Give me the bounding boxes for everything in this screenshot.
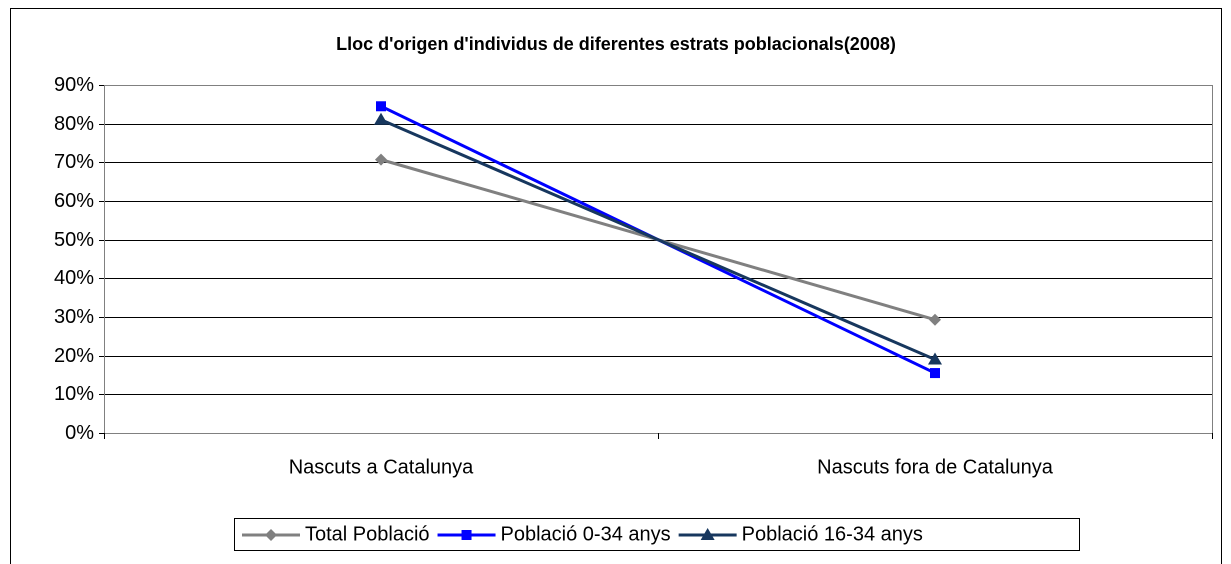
legend-marker	[700, 528, 715, 540]
data-point	[928, 352, 942, 365]
legend	[234, 518, 1080, 551]
y-tick-label: 90%	[54, 74, 94, 96]
y-tick-label: 0%	[65, 422, 94, 444]
chart-border	[10, 8, 1222, 564]
data-point	[374, 112, 388, 125]
y-tick-label: 40%	[54, 267, 94, 289]
y-tick-label: 70%	[54, 151, 94, 173]
series-line	[380, 118, 936, 361]
data-point	[376, 101, 386, 112]
legend-label: Població 16-34 anys	[742, 523, 923, 545]
data-point	[930, 368, 940, 379]
y-tick-label: 60%	[54, 190, 94, 212]
x-tick-label: Nascuts a Catalunya	[289, 456, 474, 478]
y-tick-label: 80%	[54, 113, 94, 135]
y-tick-label: 50%	[54, 229, 94, 251]
data-point	[375, 153, 387, 166]
legend-label: Població 0-34 anys	[501, 523, 671, 545]
chart-title: Lloc d'origen d'individus de diferentes …	[336, 34, 896, 54]
legend-marker	[265, 529, 277, 541]
data-point	[929, 313, 941, 326]
legend-marker	[461, 530, 472, 540]
legend-label: Total Població	[305, 523, 430, 545]
y-tick-label: 30%	[54, 306, 94, 328]
y-tick-label: 10%	[54, 383, 94, 405]
x-tick-label: Nascuts fora de Catalunya	[817, 456, 1054, 478]
y-tick-label: 20%	[54, 345, 94, 367]
